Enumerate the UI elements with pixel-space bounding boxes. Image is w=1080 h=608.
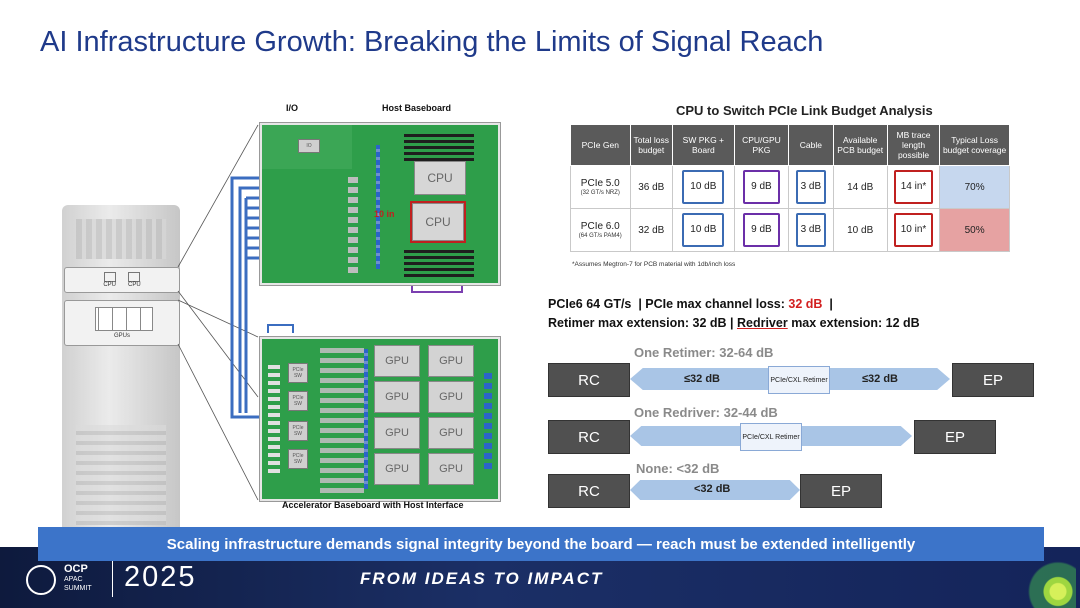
spec-line-2: Retimer max extension: 32 dB | Redriver … <box>548 316 920 330</box>
cable-cell: 3 dB <box>788 208 834 252</box>
col-header: Typical Loss budget coverage <box>939 124 1010 166</box>
direct-link-arrow <box>630 480 800 500</box>
total-cell: 36 dB <box>629 165 674 209</box>
cpu-cell: 9 dB <box>733 208 790 252</box>
retimer-left-loss: ≤32 dB <box>684 373 720 385</box>
gen-cell: PCIe 5.0 (32 GT/s NRZ) <box>570 165 631 209</box>
gpu-chip: GPU <box>374 345 420 377</box>
coverage-cell: 50% <box>939 208 1010 252</box>
table-row: PCIe 6.0 (64 GT/s PAM4) 32 dB 10 dB 9 dB … <box>570 208 1010 252</box>
pcb-cell: 10 dB <box>832 208 888 252</box>
trace-cell: 14 in* <box>886 165 941 209</box>
rc-node: RC <box>548 474 630 508</box>
host-baseboard-label: Host Baseboard <box>382 103 452 113</box>
footer-logo-sub2: SUMMIT <box>64 585 92 592</box>
decorative-burst-icon <box>1016 553 1076 608</box>
gpu-chip: GPU <box>428 381 474 413</box>
rack-cpu-label: CPU <box>103 282 116 288</box>
footer-year: 2025 <box>124 561 197 593</box>
pcb-cell: 14 dB <box>832 165 888 209</box>
link-budget-table: PCIe Gen Total loss budget SW PKG + Boar… <box>570 124 1010 252</box>
table-title: CPU to Switch PCIe Link Budget Analysis <box>676 103 933 118</box>
cpu-chip: CPU <box>414 161 466 195</box>
rack-gpus-label: GPUs <box>113 333 130 339</box>
footer-logo: OCP <box>64 563 88 575</box>
accelerator-baseboard-label: Accelerator Baseboard with Host Interfac… <box>282 500 464 510</box>
total-cell: 32 dB <box>629 208 674 252</box>
pcie-switch: PCIe SW <box>288 449 308 469</box>
topology-label-none: None: <32 dB <box>636 461 720 476</box>
ocp-logo-icon <box>26 565 56 595</box>
ep-node: EP <box>914 420 996 454</box>
pcie-switch: PCIe SW <box>288 391 308 411</box>
col-header: Available PCB budget <box>832 124 888 166</box>
pcie-switch: PCIe SW <box>288 363 308 383</box>
spec-line-1: PCIe6 64 GT/s | PCIe max channel loss: 3… <box>548 297 833 311</box>
sw-cell: 10 dB <box>672 165 735 209</box>
cable-cell: 3 dB <box>788 165 834 209</box>
footer-slogan: FROM IDEAS TO IMPACT <box>360 569 604 588</box>
cpu-chip-highlighted: CPU <box>410 201 466 243</box>
table-row: PCIe 5.0 (32 GT/s NRZ) 36 dB 10 dB 9 dB 3… <box>570 165 1010 209</box>
col-header: CPU/GPU PKG <box>733 124 790 166</box>
io-label: I/O <box>286 103 299 113</box>
retimer-device: PCIe/CXL Retimer <box>768 366 830 394</box>
rc-node: RC <box>548 420 630 454</box>
cpu-cell: 9 dB <box>733 165 790 209</box>
table-footnote: *Assumes Megtron-7 for PCB material with… <box>572 261 736 268</box>
gpu-chip: GPU <box>374 417 420 449</box>
host-baseboard: IO CPU CPU 10 in <box>260 123 500 285</box>
coverage-cell: 70% <box>939 165 1010 209</box>
col-header: MB trace length possible <box>886 124 941 166</box>
topology-label-retimer: One Retimer: 32-64 dB <box>634 345 774 360</box>
rc-node: RC <box>548 363 630 397</box>
col-header: SW PKG + Board <box>672 124 735 166</box>
ep-node: EP <box>800 474 882 508</box>
trace-length-label: 10 in <box>374 209 395 219</box>
direct-loss: <32 dB <box>694 483 731 495</box>
gpu-chip: GPU <box>374 453 420 485</box>
redriver-device: PCIe/CXL Retimer <box>740 423 802 451</box>
system-diagram: CPU CPU GPUs I/O Host Baseboard <box>0 95 530 545</box>
sw-cell: 10 dB <box>672 208 735 252</box>
gpu-chip: GPU <box>428 453 474 485</box>
slide-title: AI Infrastructure Growth: Breaking the L… <box>40 26 824 58</box>
rack-cpu-tray: CPU CPU <box>64 267 180 293</box>
pcie-switch: PCIe SW <box>288 421 308 441</box>
rack-cpu-label: CPU <box>128 282 141 288</box>
accelerator-baseboard: PCIe SW PCIe SW PCIe SW PCIe SW GPU GPU … <box>260 337 500 501</box>
col-header: Cable <box>788 124 834 166</box>
topology-label-redriver: One Redriver: 32-44 dB <box>634 405 778 420</box>
trace-cell: 10 in* <box>886 208 941 252</box>
rack-gpu-tray: GPUs <box>64 300 180 346</box>
server-rack <box>62 205 180 545</box>
gpu-chip: GPU <box>374 381 420 413</box>
footer-divider <box>112 561 113 597</box>
col-header: PCIe Gen <box>570 124 631 166</box>
ep-node: EP <box>952 363 1034 397</box>
summary-banner: Scaling infrastructure demands signal in… <box>38 527 1044 561</box>
col-header: Total loss budget <box>629 124 674 166</box>
gen-cell: PCIe 6.0 (64 GT/s PAM4) <box>570 208 631 252</box>
table-header-row: PCIe Gen Total loss budget SW PKG + Boar… <box>570 124 1010 166</box>
footer-logo-sub1: APAC <box>64 576 83 583</box>
gpu-chip: GPU <box>428 345 474 377</box>
gpu-chip: GPU <box>428 417 474 449</box>
retimer-right-loss: ≤32 dB <box>862 373 898 385</box>
